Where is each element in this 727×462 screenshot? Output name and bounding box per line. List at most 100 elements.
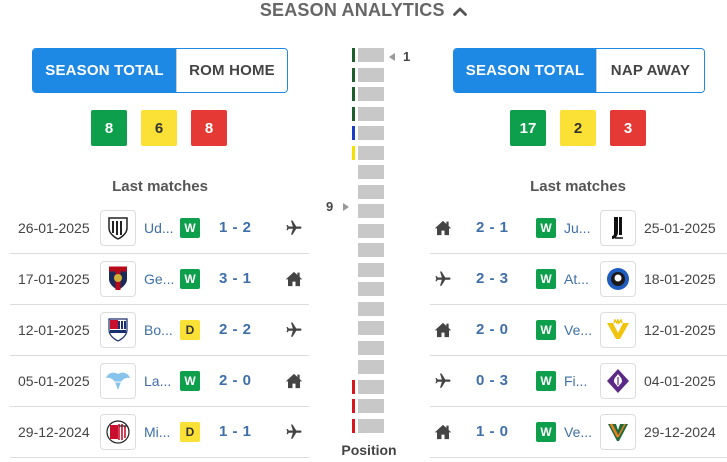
standings-slot bbox=[358, 282, 384, 296]
opponent-name[interactable]: La... bbox=[144, 372, 172, 389]
home-icon bbox=[432, 421, 454, 443]
standings-slot bbox=[358, 106, 384, 121]
plane-icon bbox=[283, 217, 305, 239]
match-score: 1 - 0 bbox=[476, 423, 509, 440]
match-score: 2 - 2 bbox=[219, 321, 252, 338]
plane-icon bbox=[432, 370, 454, 392]
standings-slot bbox=[358, 379, 384, 394]
draws-count: 2 bbox=[560, 110, 596, 146]
opponent-name[interactable]: Mi... bbox=[144, 423, 171, 440]
match-row[interactable]: 1 - 0 W Ve... 29-12-2024 bbox=[430, 406, 727, 458]
opponent-name[interactable]: Ud... bbox=[144, 219, 174, 236]
match-date: 04-01-2025 bbox=[644, 372, 716, 389]
atalanta-crest bbox=[600, 260, 636, 297]
zone-marker-blue bbox=[352, 126, 355, 140]
result-badge: W bbox=[536, 370, 556, 391]
right-view-toggle: SEASON TOTAL NAP AWAY bbox=[453, 48, 705, 93]
match-date: 12-01-2025 bbox=[18, 321, 90, 338]
verona-crest bbox=[600, 311, 636, 348]
udinese-crest bbox=[100, 209, 136, 246]
standings-slot bbox=[358, 243, 384, 257]
opponent-name[interactable]: Ve... bbox=[564, 321, 593, 338]
genoa-crest bbox=[100, 260, 136, 297]
chevron-up-icon[interactable] bbox=[453, 3, 468, 21]
plane-icon bbox=[283, 319, 305, 341]
zone-marker-green bbox=[352, 106, 355, 121]
opponent-name[interactable]: Fi... bbox=[564, 372, 588, 389]
zone-marker-red bbox=[352, 418, 355, 433]
zone-marker-green bbox=[352, 67, 355, 82]
match-date: 29-12-2024 bbox=[18, 423, 90, 440]
result-badge: W bbox=[536, 421, 556, 442]
match-row[interactable]: 2 - 3 W At... 18-01-2025 bbox=[430, 253, 727, 305]
match-date: 05-01-2025 bbox=[18, 372, 90, 389]
result-badge: W bbox=[536, 217, 556, 238]
standings-slot bbox=[358, 321, 384, 335]
match-row[interactable]: 2 - 1 W Ju... 25-01-2025 bbox=[430, 202, 727, 254]
match-score: 2 - 3 bbox=[476, 270, 509, 287]
losses-count: 8 bbox=[191, 110, 227, 146]
result-badge: D bbox=[180, 421, 200, 442]
standings-slot bbox=[358, 301, 384, 316]
match-score: 0 - 3 bbox=[476, 372, 509, 389]
plane-icon bbox=[283, 421, 305, 443]
match-row[interactable]: 05-01-2025 La... W 2 - 0 bbox=[10, 355, 309, 407]
zone-marker-green bbox=[352, 87, 355, 101]
home-icon bbox=[432, 217, 454, 239]
opponent-name[interactable]: Ge... bbox=[144, 270, 175, 287]
match-row[interactable]: 17-01-2025 Ge... W 3 - 1 bbox=[10, 253, 309, 305]
right-position-marker-icon bbox=[389, 53, 395, 61]
standings-slot bbox=[358, 360, 384, 374]
home-icon bbox=[432, 319, 454, 341]
tab-nap-away[interactable]: NAP AWAY bbox=[596, 49, 704, 92]
result-badge: W bbox=[536, 319, 556, 340]
tab-season-total-right[interactable]: SEASON TOTAL bbox=[454, 49, 596, 92]
season-analytics-header[interactable]: SEASON ANALYTICS bbox=[0, 0, 727, 22]
match-row[interactable]: 26-01-2025 Ud... W 1 - 2 bbox=[10, 202, 309, 254]
lazio-crest bbox=[100, 362, 136, 399]
zone-marker-green bbox=[352, 48, 355, 62]
left-view-toggle: SEASON TOTAL ROM HOME bbox=[32, 48, 288, 93]
match-date: 17-01-2025 bbox=[18, 270, 90, 287]
standings-slot bbox=[358, 145, 384, 160]
opponent-name[interactable]: Ju... bbox=[564, 219, 591, 236]
standings-slot bbox=[358, 48, 384, 62]
venezia-crest bbox=[600, 413, 636, 450]
wins-count: 17 bbox=[510, 110, 546, 146]
match-row[interactable]: 0 - 3 W Fi... 04-01-2025 bbox=[430, 355, 727, 407]
standings-slot bbox=[358, 399, 384, 413]
standings-slot bbox=[358, 223, 384, 238]
match-row[interactable]: 2 - 0 W Ve... 12-01-2025 bbox=[430, 304, 727, 356]
zone-marker-red bbox=[352, 379, 355, 394]
juventus-crest bbox=[600, 209, 636, 246]
draws-count: 6 bbox=[141, 110, 177, 146]
match-date: 26-01-2025 bbox=[18, 219, 90, 236]
left-last-matches-title: Last matches bbox=[112, 178, 208, 195]
standings-slot bbox=[358, 87, 384, 101]
result-badge: W bbox=[536, 268, 556, 289]
result-badge: D bbox=[180, 319, 200, 340]
opponent-name[interactable]: Bo... bbox=[144, 321, 173, 338]
match-score: 2 - 0 bbox=[219, 372, 252, 389]
match-date: 18-01-2025 bbox=[644, 270, 716, 287]
standings-slot bbox=[358, 184, 384, 199]
plane-icon bbox=[432, 268, 454, 290]
tab-rom-home[interactable]: ROM HOME bbox=[176, 49, 287, 92]
result-badge: W bbox=[180, 217, 200, 238]
match-row[interactable]: 29-12-2024 Mi... D 1 - 1 bbox=[10, 406, 309, 458]
right-last-matches-title: Last matches bbox=[530, 178, 626, 195]
match-score: 1 - 1 bbox=[219, 423, 252, 440]
match-score: 2 - 0 bbox=[476, 321, 509, 338]
left-position-marker-icon bbox=[343, 203, 349, 211]
fiorentina-crest bbox=[600, 362, 636, 399]
opponent-name[interactable]: Ve... bbox=[564, 423, 593, 440]
standings-slot bbox=[358, 67, 384, 82]
section-title: SEASON ANALYTICS bbox=[259, 0, 445, 20]
opponent-name[interactable]: At... bbox=[564, 270, 589, 287]
standings-slot bbox=[358, 418, 384, 433]
left-record-counts: 8 6 8 bbox=[91, 110, 227, 146]
bologna-crest bbox=[100, 311, 136, 348]
left-team-position: 9 bbox=[326, 199, 334, 214]
tab-season-total-left[interactable]: SEASON TOTAL bbox=[33, 49, 176, 92]
match-row[interactable]: 12-01-2025 Bo... D 2 - 2 bbox=[10, 304, 309, 356]
